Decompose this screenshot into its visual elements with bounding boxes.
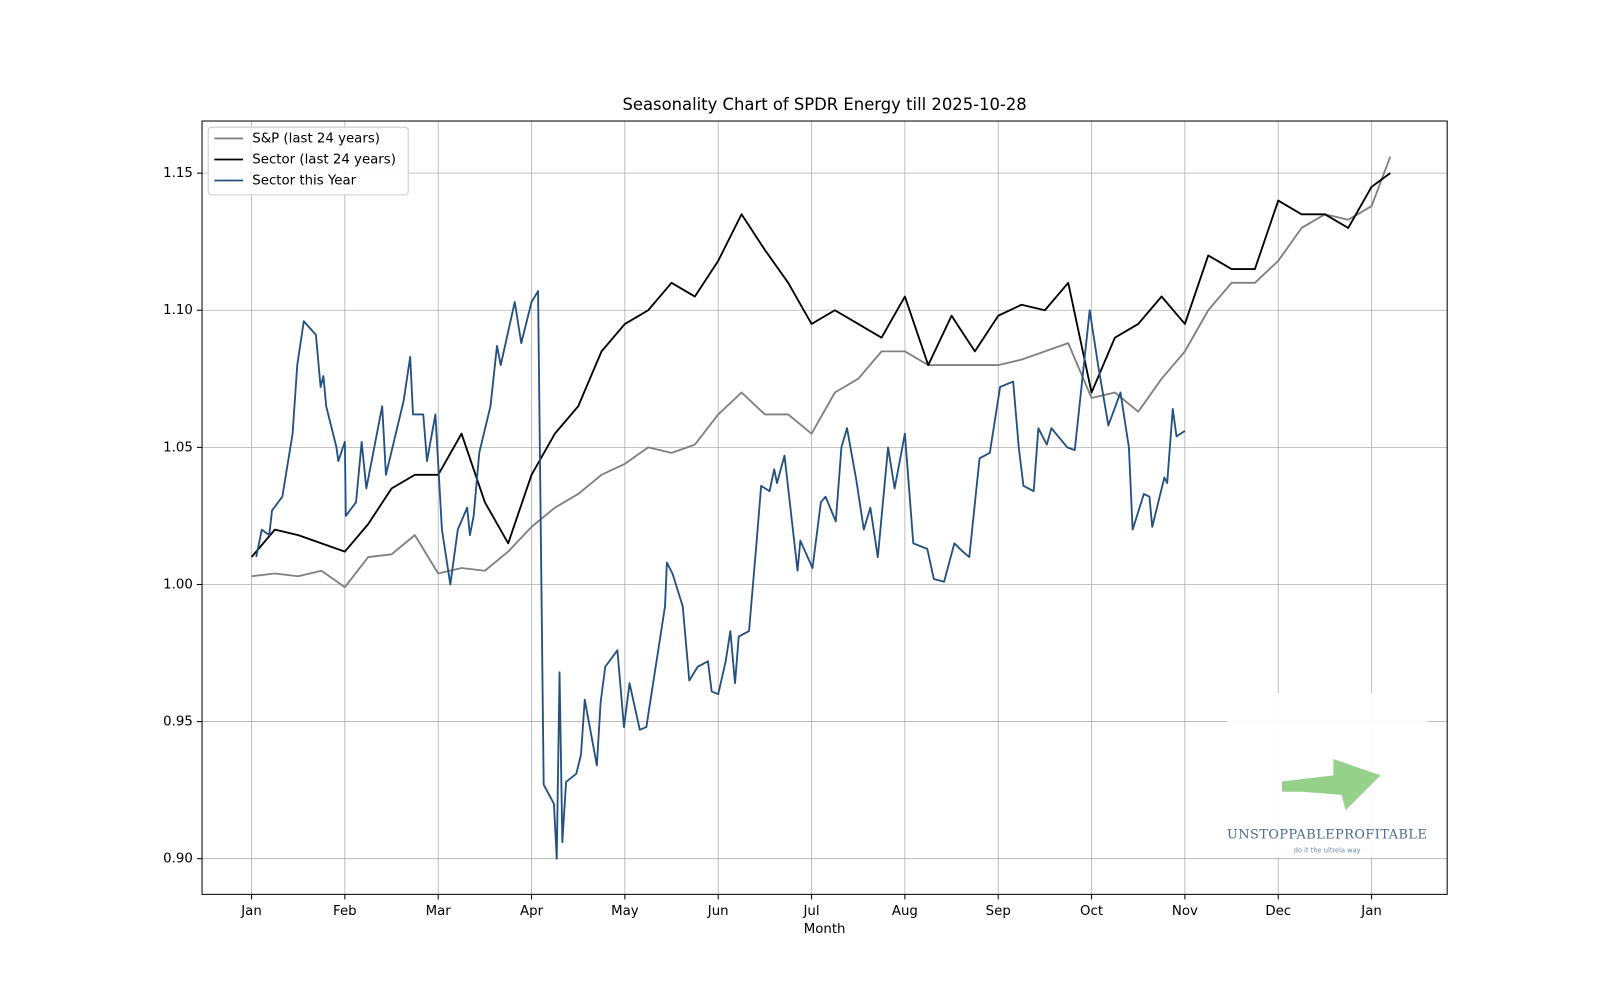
ticks: Jan Feb Mar Apr May Jun Jul Aug Sep Oct Nov Dec Jan 0… [163,166,1382,919]
watermark-tagline: do it the ultrela way [1294,846,1361,854]
y-tick-label: 0.90 [163,852,193,867]
x-axis-label: Month [804,922,846,937]
y-tick-label: 1.15 [163,166,193,181]
x-tick-label: Dec [1265,904,1291,919]
grid [202,121,1448,895]
chart-title: Seasonality Chart of SPDR Energy till 20… [622,95,1026,114]
watermark: UNSTOPPABLEPROFITABLE do it the ultrela … [1226,693,1428,858]
series-line [251,156,1392,589]
legend-box [207,126,409,196]
axes-frame [201,120,1448,895]
legend-label: Sector this Year [252,174,356,189]
x-tick-label: Aug [892,904,918,919]
x-tick-label: Nov [1172,904,1198,919]
x-tick-label: Jan [1360,904,1382,919]
y-tick-label: 1.00 [163,577,193,592]
y-tick-label: 0.95 [163,715,193,730]
watermark-bg [1226,693,1428,858]
watermark-arrow [1282,758,1381,811]
x-tick-label: May [611,904,639,919]
plot-lines [250,156,1392,860]
y-tick-label: 1.10 [163,303,193,318]
x-tick-label: Jan [240,904,262,919]
x-tick-label: Jun [707,904,729,919]
x-tick-label: Jul [803,904,820,919]
watermark-brand: UNSTOPPABLEPROFITABLE [1227,827,1427,842]
x-tick-label: Oct [1080,904,1103,919]
x-tick-label: Mar [426,904,452,919]
x-tick-label: Sep [986,904,1011,919]
x-tick-label: Apr [520,904,544,919]
series-line [250,172,1391,558]
legend-label: Sector (last 24 years) [252,152,396,167]
legend-label: S&P (last 24 years) [252,131,380,146]
y-tick-label: 1.05 [163,440,193,455]
legend: S&P (last 24 years) Sector (last 24 years… [207,126,409,196]
x-tick-label: Feb [333,904,357,919]
series-line [255,290,1186,860]
